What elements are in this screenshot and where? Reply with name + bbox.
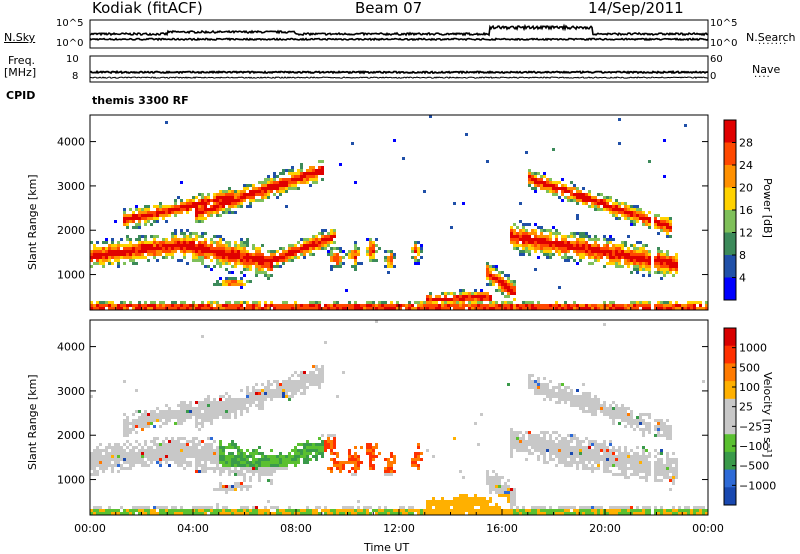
noise-left-tick-top: 10^5 (56, 18, 84, 29)
cpid-value: themis 3300 RF (92, 94, 189, 107)
nsearch-line (89, 37, 709, 42)
velocity-panel-ytick-label-1: 2000 (57, 429, 85, 442)
station-title: Kodiak (fitACF) (92, 0, 203, 17)
power-panel-background (90, 115, 708, 310)
velocity-colorbar-segment-1 (724, 345, 736, 364)
nsky-label: N.Sky (4, 31, 36, 44)
velocity-colorbar-segment-4 (724, 398, 736, 417)
velocity-panel-background (90, 320, 708, 515)
power-colorbar-segment-6 (724, 255, 736, 278)
freq-unit-label: [MHz] (4, 66, 37, 79)
velocity-colorbar-segment-9 (724, 487, 736, 506)
time-tick-label-5: 20:00 (589, 522, 621, 535)
power-colorbar-segment-7 (724, 277, 736, 301)
power-colorbar-segment-1 (724, 142, 736, 166)
power-colorbar-segment-5 (724, 232, 736, 256)
nsearch-dots: ······· (758, 39, 788, 50)
velocity-colorbar-segment-2 (724, 363, 736, 382)
power-panel-cells (90, 115, 708, 310)
velocity-colorbar-frame (723, 327, 737, 506)
velocity-colorbar-segment-6 (724, 434, 736, 453)
power-colorbar-segment-0 (724, 120, 736, 143)
time-tick-label-0: 00:00 (74, 522, 106, 535)
power-panel-ytick-label-2: 3000 (57, 180, 85, 193)
power-colorbar-tick-1: 24 (739, 159, 753, 172)
power-colorbar-segment-3 (724, 187, 736, 211)
freq-line (89, 69, 709, 75)
power-colorbar-tick-3: 16 (739, 204, 753, 217)
velocity-colorbar-tick-4: −25 (739, 420, 762, 433)
velocity-colorbar-segment-5 (724, 416, 736, 435)
velocity-colorbar-tick-1: 500 (739, 361, 760, 374)
power-panel-ytick-label-1: 2000 (57, 224, 85, 237)
time-axis-label: Time UT (364, 541, 410, 554)
nave-dots: ···· (754, 72, 771, 83)
velocity-colorbar-tick-0: 1000 (739, 342, 767, 355)
freq-left-tick-bottom: 8 (72, 71, 79, 82)
power-colorbar-tick-0: 28 (739, 137, 753, 150)
power-colorbar-tick-2: 20 (739, 182, 753, 195)
velocity-colorbar-tick-7: −1000 (739, 479, 776, 492)
velocity-colorbar-tick-3: 25 (739, 401, 753, 414)
velocity-colorbar-segment-8 (724, 469, 736, 488)
power-colorbar-tick-6: 4 (739, 272, 746, 285)
velocity-panel-ytick-label-2: 3000 (57, 385, 85, 398)
freq-right-tick-top: 60 (710, 54, 723, 65)
nave-line (89, 76, 709, 79)
power-colorbar-tick-5: 8 (739, 249, 746, 262)
time-tick-label-4: 16:00 (486, 522, 518, 535)
velocity-colorbar-segment-3 (724, 381, 736, 400)
freq-right-tick-bottom: 0 (710, 71, 717, 82)
power-panel-ytick-label-0: 1000 (57, 269, 85, 282)
time-tick-label-3: 12:00 (383, 522, 415, 535)
velocity-colorbar-tick-6: −500 (739, 460, 769, 473)
velocity-colorbar-tick-2: 100 (739, 381, 760, 394)
noise-right-tick-bottom: 10^0 (710, 38, 738, 49)
freq-label: Freq. (8, 54, 36, 67)
power-colorbar-segment-4 (724, 210, 736, 233)
velocity-colorbar-segment-0 (724, 328, 736, 347)
noise-right-tick-top: 10^5 (710, 18, 738, 29)
power-panel-ytick-label-3: 4000 (57, 136, 85, 149)
velocity-panel-ytick-label-0: 1000 (57, 474, 85, 487)
velocity-panel-cells (90, 320, 708, 515)
power-colorbar-segment-2 (724, 165, 736, 188)
velocity-panel-ytick-label-3: 4000 (57, 341, 85, 354)
time-tick-label-6: 00:00 (692, 522, 724, 535)
nsky-line (89, 23, 709, 37)
beam-title: Beam 07 (355, 0, 423, 17)
freq-left-tick-top: 10 (66, 54, 79, 65)
cpid-label: CPID (6, 89, 36, 102)
velocity-colorbar-tick-5: −100 (739, 440, 769, 453)
power-colorbar-tick-4: 12 (739, 227, 753, 240)
nsearch-label: N.Search (746, 31, 796, 44)
time-tick-label-1: 04:00 (177, 522, 209, 535)
time-tick-label-2: 08:00 (280, 522, 312, 535)
velocity-colorbar-segment-7 (724, 451, 736, 471)
nave-label: Nave (752, 63, 781, 76)
date-title: 14/Sep/2011 (588, 0, 684, 17)
noise-left-tick-bottom: 10^0 (56, 38, 84, 49)
